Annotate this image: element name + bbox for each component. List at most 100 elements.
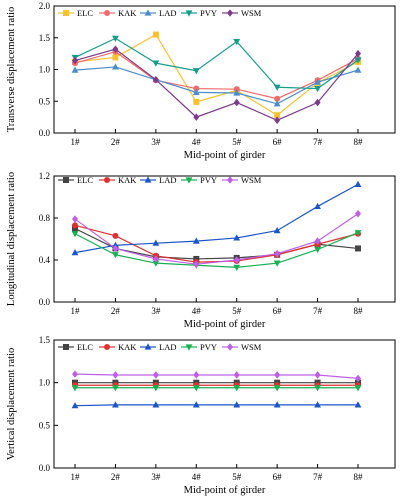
plot-frame [53, 339, 396, 469]
data-point [233, 89, 241, 96]
data-point [71, 385, 79, 392]
legend-label: ELC [77, 8, 93, 18]
legend-item-elc: ELC [58, 342, 93, 352]
legend-item-wsm: WSM [222, 8, 262, 18]
data-point [192, 237, 200, 244]
y-tick-label: 1.0 [39, 65, 51, 75]
y-axis-label: Transverse displacement ratio [6, 7, 17, 133]
data-point [274, 249, 281, 258]
legend-label: PVY [200, 8, 217, 18]
x-tick-label: 7# [313, 306, 323, 316]
x-tick-label: 3# [151, 472, 161, 482]
x-axis-label: Mid-point of girder [184, 485, 266, 496]
x-tick-label: 1# [71, 137, 81, 147]
x-tick-label: 4# [192, 306, 202, 316]
data-point [314, 202, 321, 210]
legend-swatch-marker [63, 10, 69, 16]
data-point [354, 57, 362, 64]
data-point [233, 371, 240, 379]
data-point [192, 401, 200, 408]
data-point [273, 100, 281, 107]
data-point [112, 385, 119, 392]
x-tick-label: 2# [111, 137, 121, 147]
legend-label: PVY [200, 342, 217, 352]
data-point [112, 252, 119, 259]
data-point [192, 385, 200, 392]
data-point [354, 385, 362, 392]
x-tick-label: 4# [192, 472, 202, 482]
legend-item-lad: LAD [140, 175, 176, 185]
data-point [112, 401, 119, 408]
legend-swatch-marker [104, 10, 110, 16]
y-tick-label: 1.5 [39, 33, 51, 43]
legend-item-pvy: PVY [181, 175, 217, 185]
data-point [193, 85, 200, 92]
data-point [192, 68, 200, 75]
chart-panel-3: 0.0 0.5 1.0 1.5 1# 2# 3# 4# 5# 6# 7# 8# Mid-point of… [6, 335, 396, 496]
data-point [72, 56, 78, 65]
x-tick-label: 6# [273, 306, 283, 316]
legend-label: ELC [77, 175, 93, 185]
data-point [152, 255, 159, 263]
legend-swatch-marker [185, 177, 193, 184]
legend-label: ELC [77, 342, 93, 352]
legend-swatch-marker [227, 9, 233, 17]
data-point [72, 222, 78, 229]
data-point [314, 98, 321, 107]
data-point [354, 180, 362, 187]
data-point [233, 98, 240, 107]
legend-swatch-marker [63, 344, 69, 350]
data-point [233, 234, 241, 241]
y-tick-label: 0.8 [39, 213, 51, 223]
y-axis-label: Longitudinal displacement ratio [6, 172, 17, 306]
legend-item-lad: LAD [140, 342, 176, 352]
data-point [193, 255, 200, 262]
data-point [112, 63, 119, 70]
legend-swatch-marker [63, 177, 69, 183]
legend-swatch-marker [185, 10, 193, 17]
plot-frame [53, 175, 396, 303]
data-point [274, 371, 281, 379]
data-point [314, 401, 321, 408]
legend-swatch-marker [144, 9, 152, 16]
y-tick-label: 0.0 [39, 463, 51, 473]
data-point [273, 84, 281, 91]
legend-label: PVY [200, 175, 217, 185]
x-tick-label: 8# [354, 137, 364, 147]
data-point [233, 264, 241, 271]
data-point [152, 401, 160, 408]
y-tick-label: 1.5 [39, 335, 51, 345]
data-point [314, 78, 321, 85]
data-point [274, 95, 281, 102]
legend-item-elc: ELC [58, 8, 93, 18]
data-point [273, 227, 281, 234]
data-point [71, 249, 79, 256]
data-point [112, 45, 119, 53]
legend-item-pvy: PVY [181, 8, 217, 18]
series-line [74, 373, 359, 379]
y-tick-label: 1.2 [39, 171, 50, 181]
series-pvy [71, 230, 362, 271]
series-lad [71, 180, 362, 256]
y-tick-label: 0.4 [39, 255, 51, 265]
legend-item-pvy: PVY [181, 342, 217, 352]
legend-label: LAD [159, 8, 176, 18]
data-point [112, 232, 119, 239]
x-tick-label: 1# [71, 472, 81, 482]
series-line [74, 51, 359, 100]
series-lad [71, 401, 362, 409]
x-tick-label: 5# [232, 306, 242, 316]
legend-swatch-marker [144, 176, 152, 183]
data-point [193, 260, 200, 268]
data-point [152, 75, 159, 84]
series-line [74, 213, 359, 265]
data-point [273, 385, 281, 392]
legend-swatch-marker [227, 343, 233, 351]
y-tick-label: 0.5 [39, 420, 51, 430]
x-tick-label: 6# [273, 137, 283, 147]
data-point [152, 60, 160, 67]
series-pvy [71, 35, 362, 93]
data-point [233, 38, 241, 46]
y-tick-label: 0.0 [39, 297, 51, 307]
